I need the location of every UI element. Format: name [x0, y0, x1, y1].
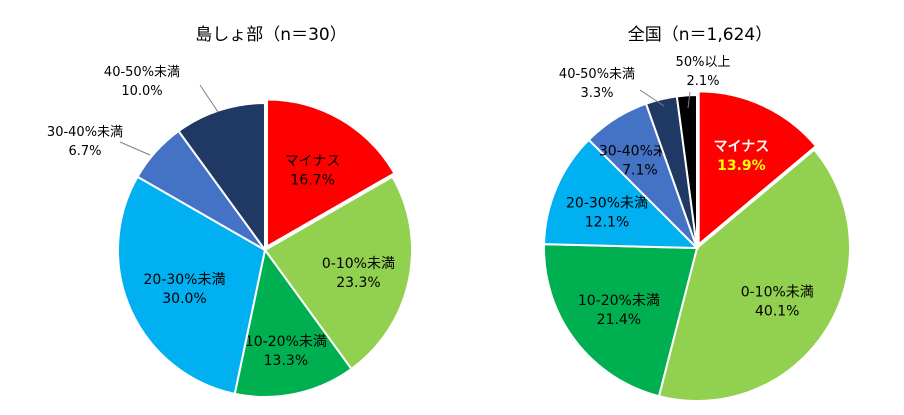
pie-slice-0-10: [263, 175, 413, 371]
pie-slice-40-50: [177, 101, 266, 254]
leader-line: [687, 91, 691, 109]
slice-value-label: 6.7%: [68, 144, 101, 159]
slice-label: 10-20%未満: [578, 293, 660, 309]
pie-slice-10-20: [233, 247, 353, 398]
slice-label: 50%以上: [676, 55, 731, 70]
slice-label: 10-20%未満: [245, 334, 327, 350]
chart-title: 全国（n＝1,624）: [628, 25, 772, 45]
slice-label: 40-50%未満: [559, 67, 635, 82]
slice-label: 30-40%未満: [599, 143, 681, 159]
slice-label: 0-10%未満: [741, 285, 814, 301]
slice-label: マイナス: [285, 154, 341, 170]
slice-value-label: 3.3%: [580, 86, 613, 101]
pie-slice-minus: [697, 90, 818, 247]
slice-label: 20-30%未満: [144, 272, 226, 288]
pie-slice-20-30: [543, 138, 700, 250]
slice-label: マイナス: [714, 139, 770, 155]
slice-value-label: 21.4%: [597, 312, 641, 328]
pie-slice-20-30: [117, 175, 267, 396]
slice-value-label: 10.0%: [121, 84, 162, 99]
pie-slice-10-20: [543, 243, 699, 398]
leader-line: [639, 89, 665, 107]
slice-label: 30-40%未満: [47, 125, 123, 140]
national-chart: 全国（n＝1,624） マイナス 13.9% 0-10%未満 40.1% 10-20%未…: [543, 25, 851, 402]
pie-slice-minus: [266, 98, 396, 249]
pie-slice-50plus: [675, 93, 698, 249]
pie-slice-0-10: [657, 148, 851, 402]
slice-label: 0-10%未満: [322, 256, 395, 272]
slice-value-label: 7.1%: [622, 162, 658, 178]
slice-value-label: 2.1%: [686, 74, 719, 89]
slice-value-label: 16.7%: [290, 173, 334, 189]
slice-value-label: 23.3%: [336, 275, 380, 291]
leader-line: [119, 141, 151, 156]
slice-label: 20-30%未満: [566, 195, 648, 211]
chart-title: 島しょ部（n＝30）: [195, 25, 346, 45]
leader-line: [199, 84, 219, 113]
slice-value-label: 12.1%: [585, 214, 629, 230]
slice-value-label: 30.0%: [162, 291, 206, 307]
island-chart: 島しょ部（n＝30） マイナス 16.7% 0-10%未満 23.3% 10-20%未満…: [47, 25, 413, 398]
slice-value-label: 13.3%: [264, 353, 308, 369]
slice-label: 40-50%未満: [104, 65, 180, 80]
slice-value-label: 40.1%: [755, 304, 799, 320]
slice-value-label: 13.9%: [717, 158, 766, 174]
